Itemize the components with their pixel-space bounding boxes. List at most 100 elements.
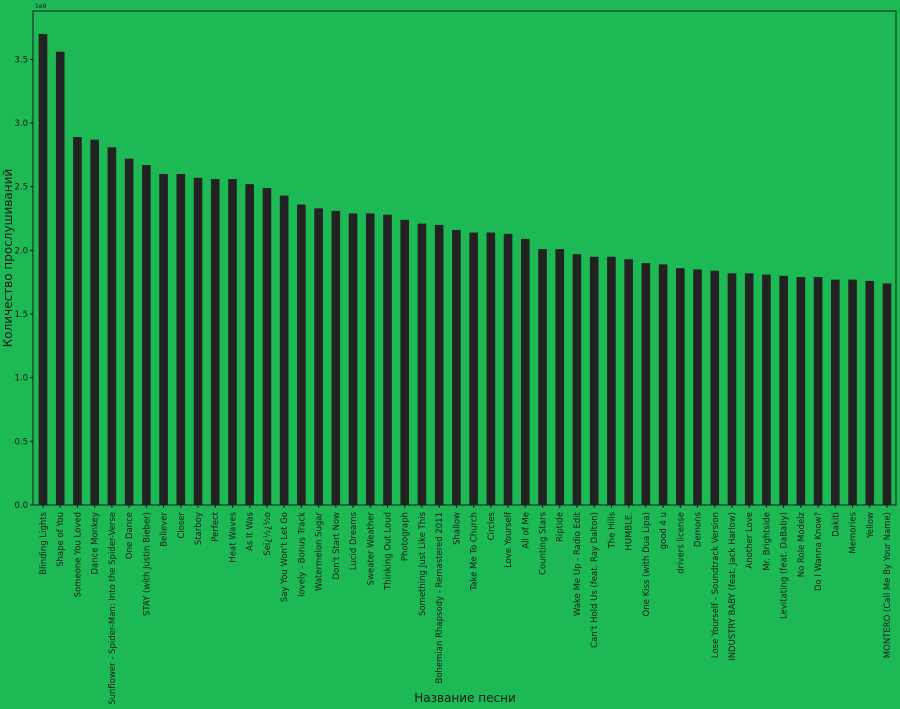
- y-axis-label: Количество прослушиваний: [1, 169, 15, 347]
- bar: [262, 187, 272, 505]
- x-axis-label: Название песни: [414, 691, 516, 705]
- x-tick-label: Believer: [160, 512, 170, 547]
- bar: [607, 256, 616, 505]
- x-tick-label: Take Me To Church: [470, 512, 480, 592]
- bar: [882, 283, 892, 505]
- y-tick-label: 3.0: [14, 119, 28, 129]
- bar: [676, 268, 685, 505]
- y-tick-label: 0.5: [14, 437, 28, 447]
- bar: [796, 277, 806, 505]
- bar: [400, 219, 410, 506]
- x-tick-label: Dance Monkey: [91, 512, 101, 575]
- x-tick-label: Another Love: [745, 512, 755, 569]
- x-tick-label: Sei¿½¿½o: [263, 512, 273, 556]
- x-tick-label: Counting Stars: [539, 511, 549, 575]
- bar: [331, 210, 341, 505]
- bar: [813, 277, 823, 505]
- bar: [727, 273, 737, 505]
- y-tick-label: 2.5: [14, 183, 28, 193]
- bar: [210, 179, 220, 505]
- bar: [348, 213, 358, 505]
- x-tick-label: One Dance: [125, 512, 135, 559]
- x-tick-label: Perfect: [211, 511, 221, 541]
- x-tick-label: No Role Modelz: [797, 511, 807, 577]
- x-tick-label: Can't Hold Us (feat. Ray Dalton): [590, 512, 600, 648]
- x-tick-label: Demons: [694, 511, 704, 547]
- x-tick-label: Do I Wanna Know?: [814, 512, 824, 591]
- bars-group: [38, 33, 892, 506]
- bar: [73, 137, 82, 506]
- bar: [572, 254, 582, 505]
- bar: [279, 195, 289, 506]
- bar: [434, 224, 444, 505]
- bar: [624, 259, 633, 505]
- x-tick-label: Photograph: [401, 512, 411, 561]
- x-tick-label: One Kiss (with Dua Lipa): [642, 512, 652, 616]
- bar: [245, 184, 254, 505]
- bar: [641, 263, 651, 505]
- x-tick-label: Bohemian Rhapsody - Remastered 2011: [435, 512, 445, 684]
- bar: [90, 139, 99, 505]
- x-tick-label: Closer: [177, 512, 187, 539]
- x-tick-label: Yellow: [866, 512, 876, 539]
- x-tick-label: Watermelon Sugar: [315, 512, 325, 592]
- y-axis: 0.0 0.5 1.0 1.5 2.0 2.5 3.0 3.5: [14, 55, 33, 511]
- y-tick-label: 2.0: [14, 246, 28, 256]
- y-tick-label: 3.5: [14, 55, 28, 65]
- bar: [124, 158, 134, 505]
- x-tick-label: Lose Yourself - Soundtrack Version: [711, 512, 721, 658]
- x-tick-label: Lucid Dreams: [349, 511, 359, 570]
- bar: [848, 279, 857, 505]
- bar: [693, 269, 702, 505]
- x-tick-label: Memories: [849, 511, 859, 553]
- bar: [538, 249, 547, 505]
- bar: [417, 223, 427, 505]
- bar: [520, 238, 530, 505]
- x-tick-label: Blinding Lights: [39, 511, 49, 574]
- x-tick-label: Thinking Out Loud: [383, 512, 393, 591]
- x-tick-label: Wake Me Up - Radio Edit: [573, 511, 583, 616]
- x-tick-label: Riptide: [556, 512, 566, 542]
- bar: [314, 208, 323, 505]
- bar: [159, 173, 168, 505]
- bar: [555, 249, 565, 505]
- x-tick-label: MONTERO (Call Me By Your Name): [883, 512, 893, 658]
- x-tick-label: Something Just Like This: [418, 511, 428, 616]
- x-tick-label: Circles: [487, 511, 497, 540]
- x-tick-label: Starboy: [194, 512, 204, 545]
- bar: [469, 232, 478, 506]
- x-tick-label: Sweater Weather: [366, 512, 376, 586]
- x-tick-label: Heat Waves: [228, 511, 238, 562]
- bar: [865, 280, 875, 505]
- x-tick-label: HUMBLE.: [625, 512, 635, 551]
- x-tick-label: good 4 u: [659, 512, 669, 549]
- bar: [193, 177, 203, 506]
- bar: [779, 275, 788, 505]
- x-tick-label: lovely - Bonus Track: [297, 512, 307, 597]
- bar: [365, 213, 375, 505]
- x-tick-label: The Hills: [607, 511, 617, 549]
- y-scale-label: 1e9: [35, 3, 47, 10]
- bar: [55, 51, 65, 506]
- bar: [658, 264, 668, 505]
- bar: [710, 270, 720, 505]
- x-tick-label: Say You Won't Let Go: [280, 512, 290, 602]
- x-tick-label: Sunflower - Spider-Man: Into the Spider-…: [108, 512, 118, 705]
- bar: [589, 256, 599, 505]
- bar: [831, 279, 840, 505]
- y-tick-label: 0.0: [14, 501, 28, 511]
- x-tick-label: Shape of You: [56, 512, 66, 567]
- bar: [297, 204, 306, 505]
- bar: [383, 214, 392, 505]
- x-tick-label: INDUSTRY BABY (feat. Jack Harlow): [728, 512, 738, 661]
- x-tick-label: Don't Start Now: [332, 512, 342, 580]
- bar: [38, 33, 48, 506]
- bar: [142, 165, 151, 505]
- bar: [176, 173, 186, 505]
- x-tick-label: Dakiti: [831, 512, 841, 537]
- bar: [452, 229, 461, 506]
- bar: [486, 232, 496, 506]
- x-tick-label: STAY (with Justin Bieber): [142, 512, 152, 616]
- x-tick-label: Love Yourself: [504, 511, 514, 568]
